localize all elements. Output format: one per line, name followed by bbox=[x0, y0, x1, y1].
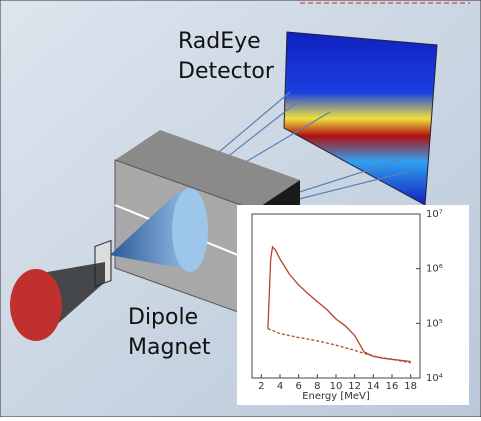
x-tick-label: 18 bbox=[404, 381, 417, 392]
x-tick-label: 8 bbox=[314, 381, 320, 392]
magnet-label: Magnet bbox=[128, 335, 211, 360]
magnet-label: Dipole bbox=[128, 305, 198, 330]
laser-spot bbox=[10, 269, 62, 341]
detector-label: Detector bbox=[178, 59, 275, 84]
x-tick-label: 16 bbox=[386, 381, 399, 392]
beam-cone-end bbox=[172, 188, 208, 272]
y-tick-label: 10⁶ bbox=[426, 264, 443, 275]
x-tick-label: 10 bbox=[330, 381, 343, 392]
x-tick-label: 14 bbox=[367, 381, 380, 392]
x-tick-label: 4 bbox=[277, 381, 283, 392]
y-tick-label: 10⁷ bbox=[426, 209, 443, 220]
y-tick-label: 10⁵ bbox=[426, 318, 443, 329]
x-axis-label: Energy [MeV] bbox=[302, 391, 370, 402]
x-tick-label: 12 bbox=[348, 381, 361, 392]
detector-label: RadEye bbox=[178, 29, 261, 54]
x-tick-label: 6 bbox=[295, 381, 301, 392]
figure: RadEye Detector Dipole Magnet Energy [Me… bbox=[0, 0, 481, 417]
y-tick-label: 10⁴ bbox=[426, 373, 443, 384]
x-tick-label: 2 bbox=[258, 381, 264, 392]
